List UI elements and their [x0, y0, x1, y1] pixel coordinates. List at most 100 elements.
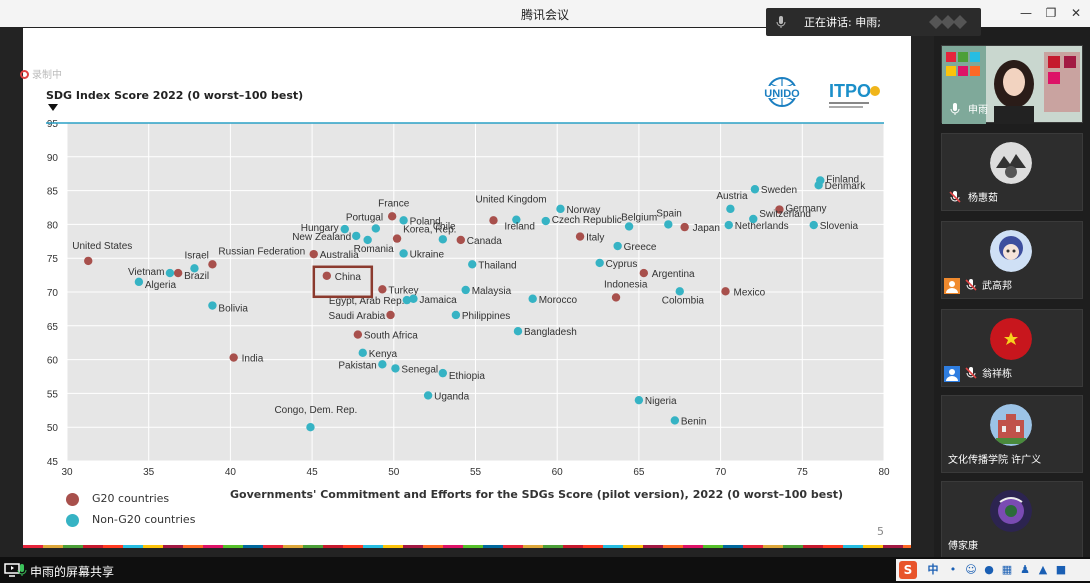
y-tick-label: 85: [47, 187, 59, 198]
recording-indicator: 录制中: [20, 66, 62, 81]
data-point: [438, 235, 448, 244]
data-point: [541, 216, 550, 226]
data-point: [208, 260, 217, 269]
participant-tile[interactable]: 武高邦: [941, 221, 1083, 299]
data-label: Israel: [184, 250, 208, 261]
data-point: [451, 310, 461, 320]
data-label: Philippines: [462, 311, 510, 322]
data-point: [680, 222, 689, 232]
data-point: [392, 234, 402, 243]
highlight-box: [312, 265, 374, 299]
data-label: Switzerland: [759, 209, 811, 220]
data-label: New Zealand: [292, 232, 351, 243]
data-point: [352, 231, 361, 241]
data-label: Egypt, Arab Rep.: [329, 296, 405, 307]
screen-share-icon[interactable]: [4, 562, 20, 578]
voice-icon[interactable]: ●: [984, 563, 994, 576]
data-point: [340, 224, 349, 234]
data-point: [387, 212, 397, 221]
mic-icon: [776, 16, 786, 28]
data-point: [165, 268, 175, 278]
data-point: [749, 214, 758, 224]
data-label: Algeria: [145, 280, 177, 291]
avatar: [990, 230, 1032, 272]
data-label: Poland: [410, 216, 441, 227]
participant-tile[interactable]: 翁祥栋: [941, 309, 1083, 387]
data-label: Russian Federation: [218, 246, 305, 257]
data-label: Brazil: [184, 271, 209, 282]
data-label: Bangladesh: [524, 327, 577, 338]
data-point: [399, 216, 408, 225]
x-tick-label: 30: [61, 467, 73, 478]
restore-button[interactable]: ❐: [1045, 6, 1057, 20]
data-point: [309, 249, 318, 259]
data-label: Norway: [566, 205, 600, 216]
data-label: Kenya: [369, 349, 398, 360]
data-point: [809, 220, 818, 230]
minimize-button[interactable]: —: [1020, 6, 1032, 20]
participant-tile[interactable]: 杨惠茹: [941, 133, 1083, 211]
data-point: [386, 310, 395, 320]
data-label: France: [378, 198, 410, 209]
toolbox-icon[interactable]: ■: [1055, 563, 1067, 576]
avatar: [990, 318, 1032, 360]
data-point: [721, 287, 730, 296]
data-point: [489, 216, 498, 225]
x-tick-label: 65: [633, 467, 645, 478]
participant-sidebar[interactable]: 申雨 杨惠茹 武高邦 翁祥栋 文化传播学院 许广义 傅家康: [934, 27, 1090, 559]
data-label: South Africa: [364, 331, 418, 342]
data-point: [353, 330, 363, 339]
data-label: Saudi Arabia: [329, 311, 386, 322]
mic-muted-icon[interactable]: [948, 190, 962, 204]
video-feed: [942, 46, 1080, 124]
user-icon[interactable]: ♟: [1020, 563, 1030, 576]
data-point: [229, 353, 238, 362]
mic-muted-icon[interactable]: [964, 366, 978, 380]
participant-name: 翁祥栋: [982, 369, 1012, 380]
ime-toolbar[interactable]: S 中 • ☺ ● ▦ ♟ ▲ ■: [896, 559, 1090, 581]
x-tick-label: 60: [552, 467, 564, 478]
participant-tile[interactable]: 申雨: [941, 45, 1083, 124]
mic-muted-icon[interactable]: [964, 278, 978, 292]
mic-icon[interactable]: [948, 102, 962, 116]
data-label: Congo, Dem. Rep.: [274, 405, 357, 416]
participant-tile[interactable]: 傅家康: [941, 481, 1083, 559]
person-icon: [944, 278, 960, 294]
data-point: [322, 271, 332, 280]
data-label: Germany: [785, 204, 826, 215]
x-tick-label: 80: [878, 467, 890, 478]
data-point: [363, 235, 372, 245]
punctuation-icon[interactable]: •: [949, 563, 957, 576]
y-tick-label: 50: [47, 423, 59, 434]
mic-icon[interactable]: [16, 563, 28, 577]
legend-swatch-g20: [66, 493, 79, 506]
data-label: Austria: [716, 191, 748, 202]
ime-mode-label[interactable]: 中: [927, 563, 939, 576]
data-label: United States: [72, 241, 132, 252]
legend: G20 countries Non-G20 countries: [66, 492, 195, 534]
participant-name: 申雨: [968, 105, 988, 116]
data-label: Hungary: [301, 223, 339, 234]
data-point: [726, 204, 735, 214]
sogou-logo-icon[interactable]: S: [899, 561, 917, 579]
participant-tile[interactable]: 文化传播学院 许广义: [941, 395, 1083, 473]
data-label: Argentina: [652, 269, 695, 280]
data-point: [670, 416, 680, 425]
data-label: Greece: [624, 242, 657, 253]
screen-share-label: 申雨的屏幕共享: [30, 565, 115, 579]
x-tick-label: 75: [797, 467, 809, 478]
data-label: Japan: [693, 223, 720, 234]
skin-icon[interactable]: ▲: [1038, 563, 1048, 576]
data-label: Morocco: [539, 295, 578, 306]
data-label: Ethiopia: [449, 371, 486, 382]
data-point: [575, 232, 585, 241]
emoji-icon[interactable]: ☺: [965, 563, 977, 576]
avatar: [990, 142, 1032, 184]
data-point: [402, 295, 412, 305]
x-tick-label: 55: [470, 467, 482, 478]
data-point: [634, 395, 644, 405]
keyboard-icon[interactable]: ▦: [1001, 563, 1013, 576]
participant-name: 文化传播学院 许广义: [948, 455, 1042, 466]
data-label: Romania: [354, 244, 394, 255]
close-button[interactable]: ✕: [1070, 6, 1082, 20]
